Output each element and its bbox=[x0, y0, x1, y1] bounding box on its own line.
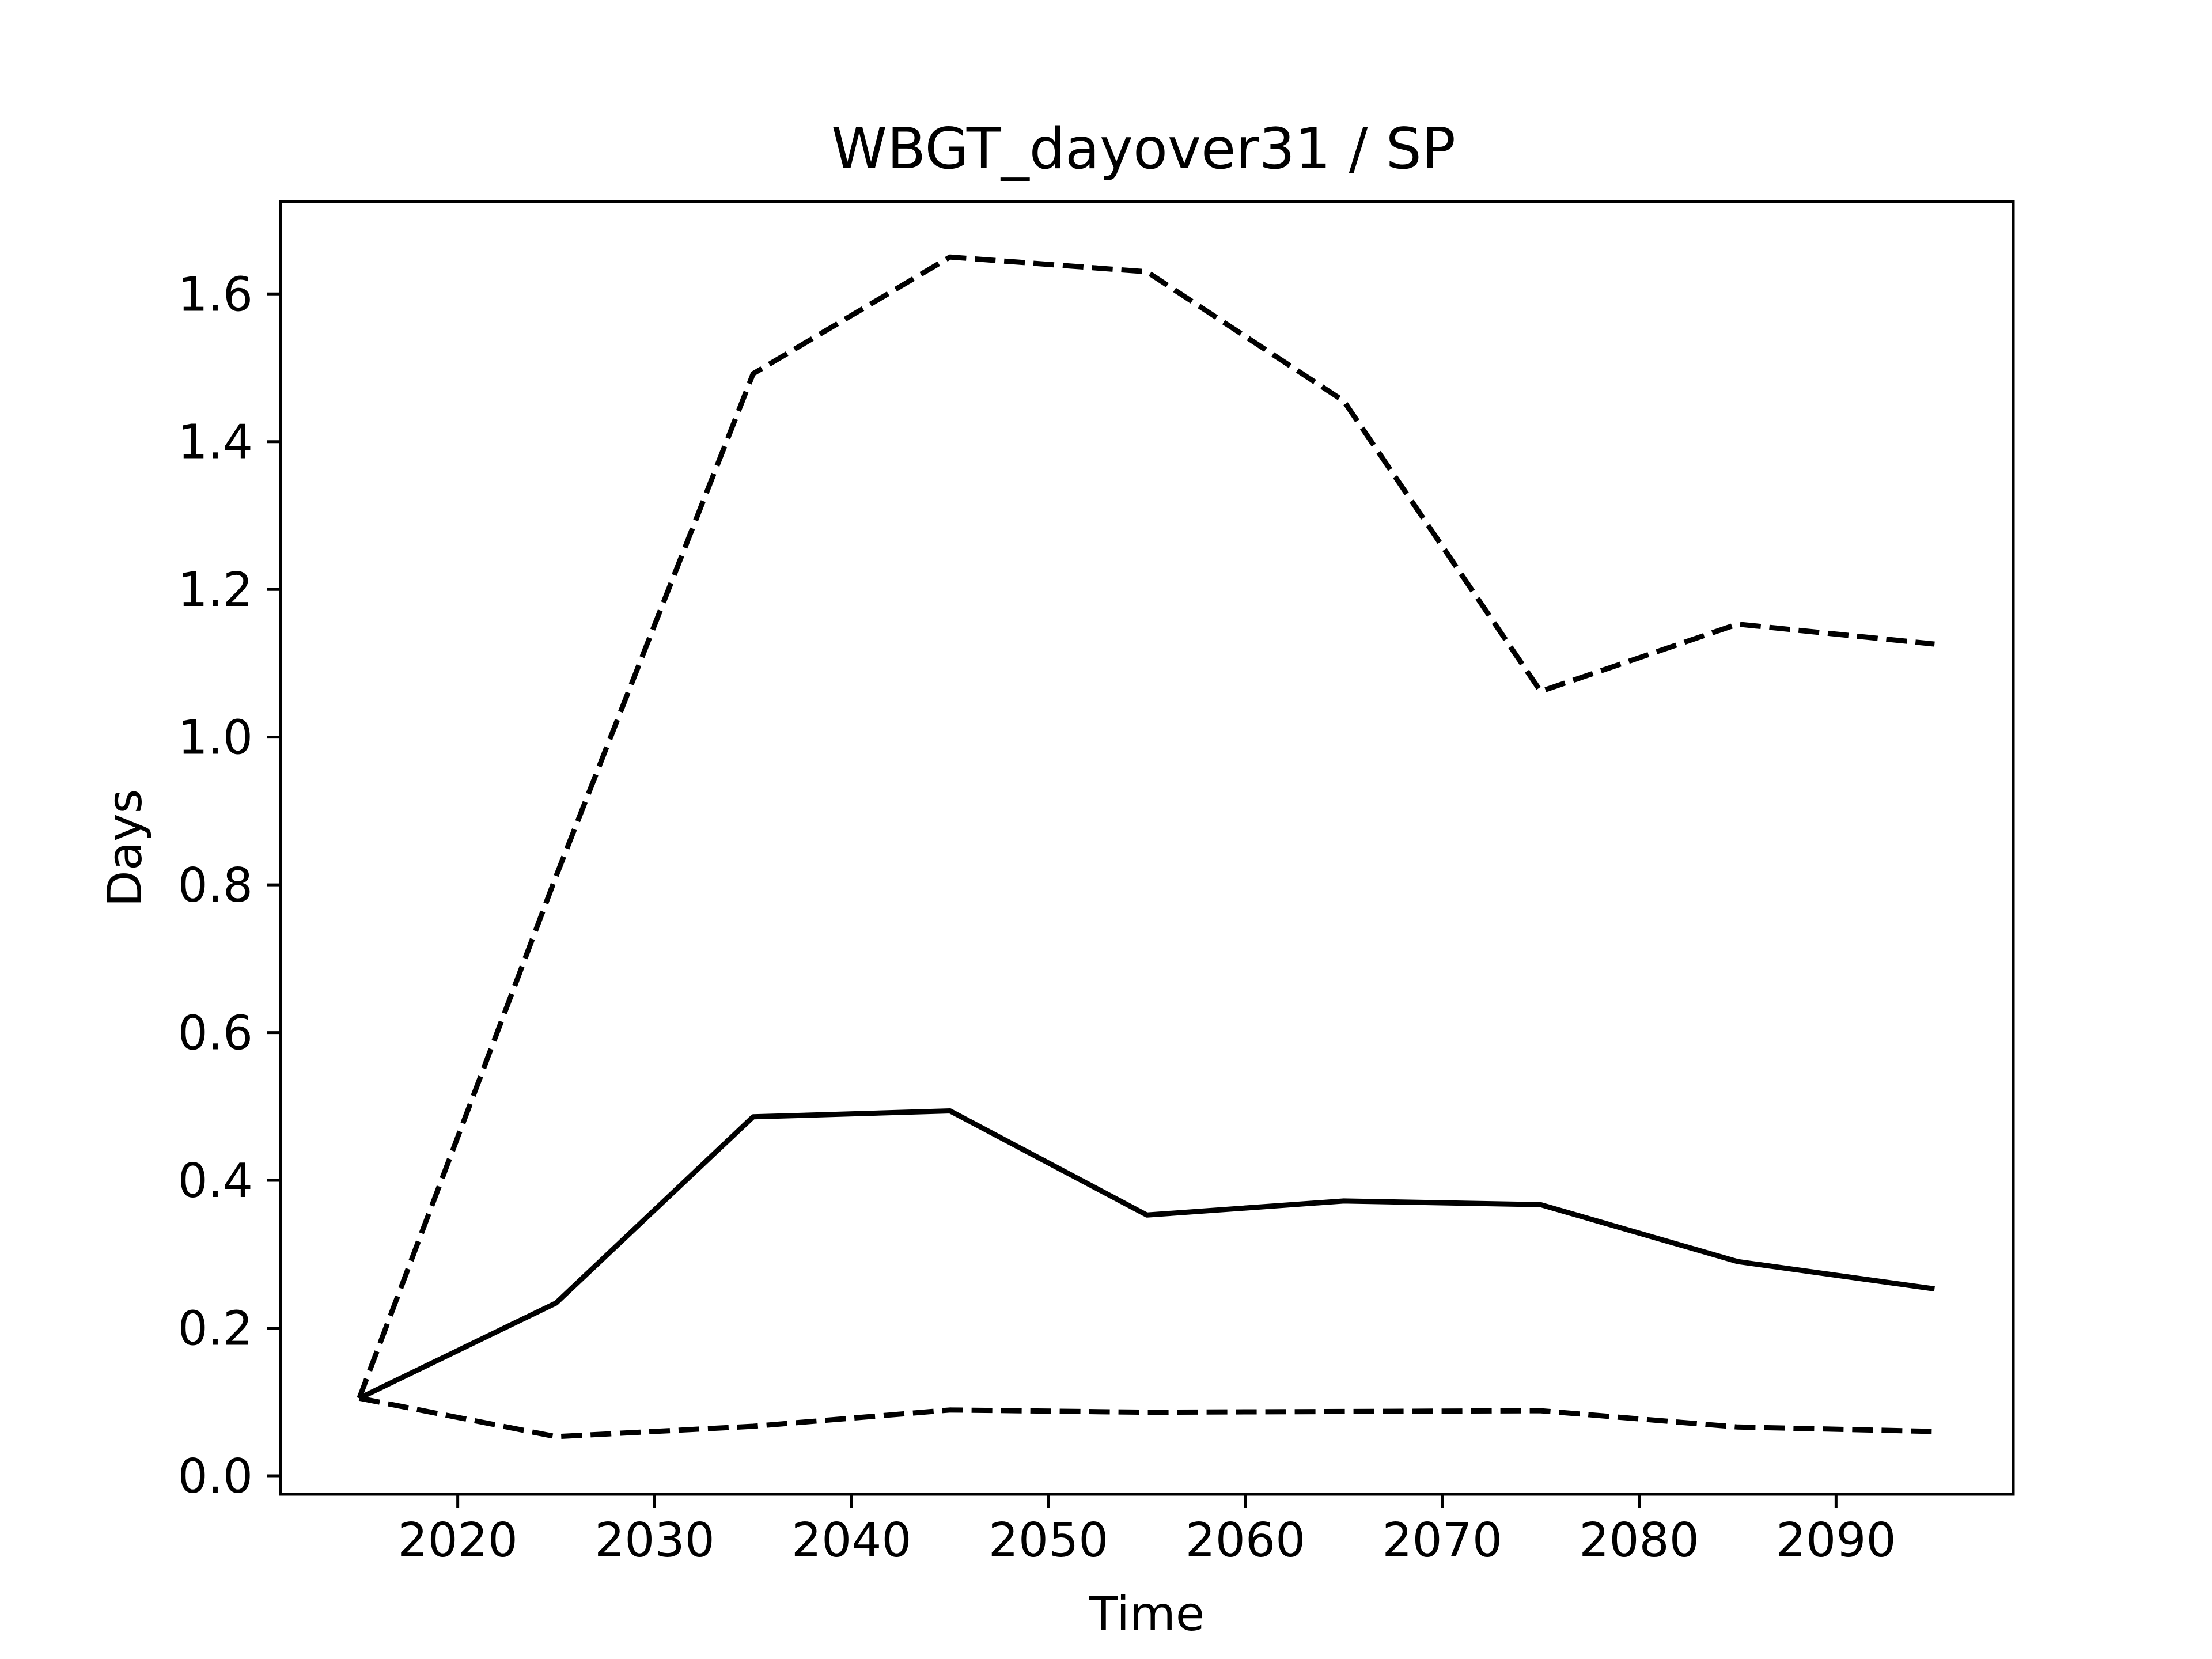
y-axis-title: Days bbox=[98, 789, 153, 907]
x-tick-label: 2050 bbox=[988, 1513, 1109, 1568]
y-tick-label: 0.2 bbox=[178, 1301, 253, 1356]
y-tick-label: 0.4 bbox=[178, 1154, 253, 1209]
x-tick-label: 2040 bbox=[791, 1513, 912, 1568]
dashed-series-line-3 bbox=[358, 1395, 1935, 1440]
plot-area-frame bbox=[279, 200, 2015, 1496]
x-tick-label: 2090 bbox=[1776, 1513, 1896, 1568]
x-tick-label: 2030 bbox=[594, 1513, 715, 1568]
solid-series-line-1 bbox=[358, 1108, 1935, 1401]
y-tick-label: 1.6 bbox=[178, 267, 253, 322]
y-tick-label: 1.2 bbox=[178, 563, 253, 618]
y-tick-label: 0.0 bbox=[178, 1449, 253, 1504]
y-axis: 0.0 0.2 0.4 0.6 0.8 1.0 1.2 1.4 1.6 bbox=[178, 267, 281, 1504]
y-tick-label: 0.6 bbox=[178, 1006, 253, 1061]
x-axis-title: Time bbox=[1089, 1587, 1205, 1642]
chart-title: WBGT_dayover31 / SP bbox=[831, 116, 1456, 182]
y-tick-label: 1.4 bbox=[178, 415, 253, 470]
x-axis: 2020 2030 2040 2050 2060 2070 2080 2090 bbox=[397, 1494, 1896, 1568]
y-tick-label: 1.0 bbox=[178, 711, 253, 766]
x-tick-label: 2020 bbox=[397, 1513, 518, 1568]
x-tick-label: 2070 bbox=[1382, 1513, 1502, 1568]
x-tick-label: 2060 bbox=[1185, 1513, 1306, 1568]
series-layer bbox=[357, 254, 1935, 1440]
x-tick-label: 2080 bbox=[1579, 1513, 1699, 1568]
dashed-series-line-2 bbox=[357, 254, 1935, 1399]
y-tick-label: 0.8 bbox=[178, 858, 253, 913]
